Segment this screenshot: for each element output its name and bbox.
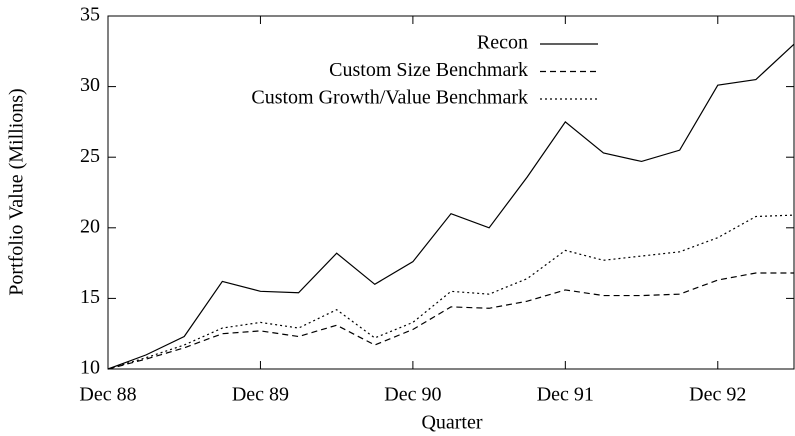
x-axis-label: Quarter xyxy=(421,412,482,434)
x-tick-label: Dec 90 xyxy=(384,384,441,406)
y-tick-label: 35 xyxy=(80,4,100,26)
legend-label: Recon xyxy=(477,32,528,54)
series-line xyxy=(107,43,795,370)
y-tick-label: 10 xyxy=(80,357,100,379)
y-tick-label: 15 xyxy=(80,286,100,308)
x-tick-label: Dec 89 xyxy=(232,384,289,406)
legend-label: Custom Size Benchmark xyxy=(329,59,528,81)
y-axis-label: Portfolio Value (Millions) xyxy=(6,88,28,295)
series-line xyxy=(107,214,795,370)
x-tick-label: Dec 88 xyxy=(79,384,136,406)
y-tick-label: 30 xyxy=(80,74,100,96)
x-tick-label: Dec 91 xyxy=(537,384,594,406)
y-tick-label: 20 xyxy=(80,215,100,237)
legend-label: Custom Growth/Value Benchmark xyxy=(251,87,528,109)
y-tick-label: 25 xyxy=(80,145,100,167)
series-line xyxy=(107,272,794,370)
x-tick-label: Dec 92 xyxy=(689,384,746,406)
plot-frame xyxy=(107,15,795,370)
